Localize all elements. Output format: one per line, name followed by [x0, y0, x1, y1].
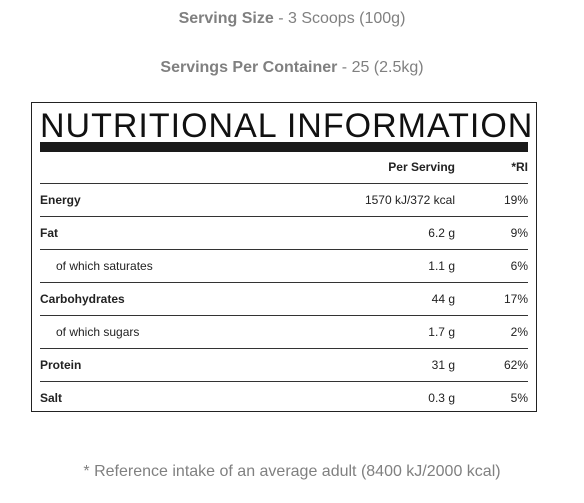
panel-title: NUTRITIONAL INFORMATION [40, 107, 534, 145]
table-row-sugars: of which sugars 1.7 g 2% [40, 315, 528, 348]
table-row-saturates: of which saturates 1.1 g 6% [40, 249, 528, 282]
table-row-carbohydrates: Carbohydrates 44 g 17% [40, 282, 528, 315]
ri-value: 17% [503, 292, 528, 306]
table-header-row: Per Serving *RI [40, 152, 528, 183]
table-row-protein: Protein 31 g 62% [40, 348, 528, 381]
servings-per-container-value: - 25 (2.5kg) [337, 59, 424, 76]
per-serving-column-header: Per Serving [388, 160, 455, 174]
nutrient-name: Energy [40, 193, 81, 207]
per-serving-value: 6.2 g [428, 226, 455, 240]
nutrient-name: of which sugars [56, 325, 140, 339]
nutrient-name: Salt [40, 391, 63, 405]
per-serving-value: 1570 kJ/372 kcal [364, 193, 455, 207]
servings-per-container-line: Servings Per Container - 25 (2.5kg) [0, 59, 584, 77]
ri-value: 5% [510, 391, 528, 405]
per-serving-value: 1.1 g [428, 259, 455, 273]
serving-size-label: Serving Size [178, 10, 274, 27]
ri-column-header: *RI [511, 160, 528, 174]
nutrient-name: Protein [40, 358, 82, 372]
per-serving-value: 31 g [431, 358, 455, 372]
panel-title-rule [40, 142, 528, 152]
serving-size-value: - 3 Scoops (100g) [273, 10, 406, 27]
ri-value: 9% [510, 226, 528, 240]
nutrition-panel: NUTRITIONAL INFORMATION Per Serving *RI … [31, 102, 537, 412]
ri-value: 6% [510, 259, 528, 273]
nutrient-name: Fat [40, 226, 58, 240]
table-row-energy: Energy 1570 kJ/372 kcal 19% [40, 183, 528, 216]
ri-value: 2% [510, 325, 528, 339]
servings-per-container-label: Servings Per Container [160, 59, 338, 76]
ri-value: 19% [503, 193, 528, 207]
reference-intake-footnote: * Reference intake of an average adult (… [83, 463, 501, 480]
serving-size-line: Serving Size - 3 Scoops (100g) [0, 10, 584, 28]
per-serving-value: 44 g [431, 292, 455, 306]
table-row-fat: Fat 6.2 g 9% [40, 216, 528, 249]
per-serving-value: 1.7 g [428, 325, 455, 339]
nutrient-name: of which saturates [56, 259, 153, 273]
per-serving-value: 0.3 g [428, 391, 455, 405]
table-row-salt: Salt 0.3 g 5% [40, 381, 528, 411]
ri-value: 62% [503, 358, 528, 372]
nutrient-name: Carbohydrates [40, 292, 125, 306]
